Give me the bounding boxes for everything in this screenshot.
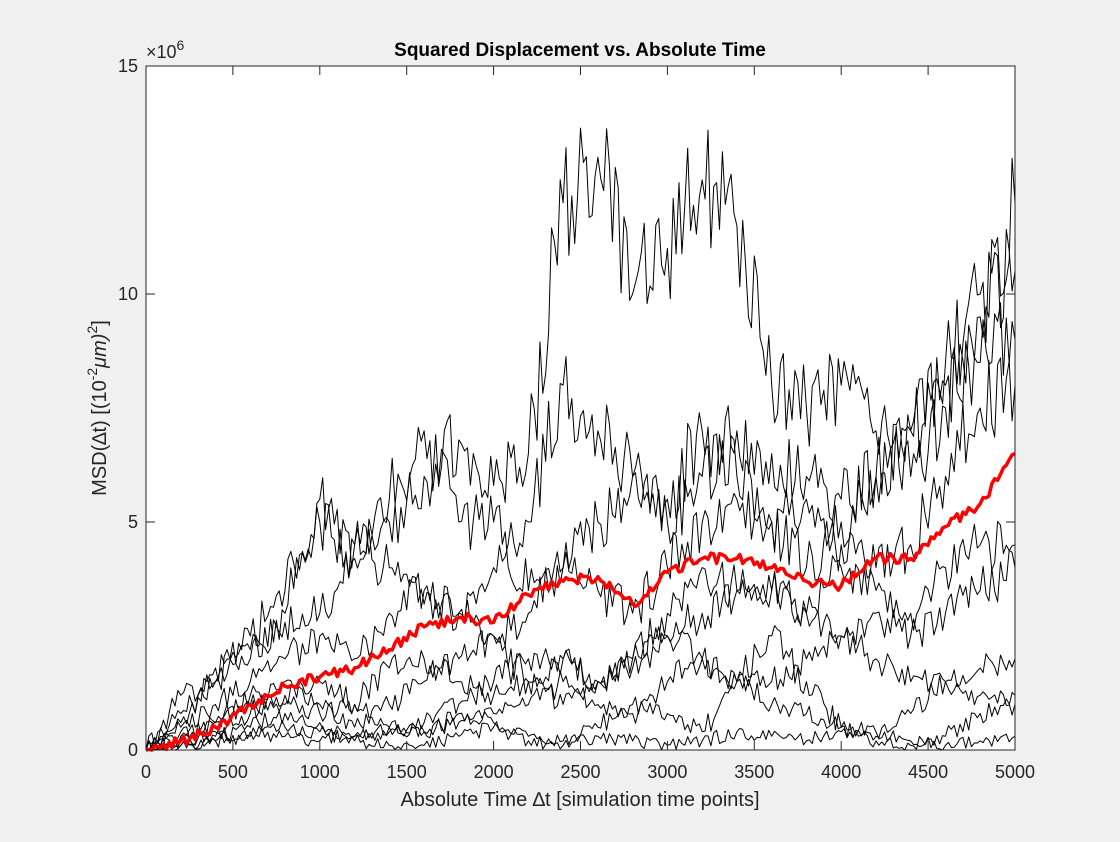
y-tick-label: 0 bbox=[128, 740, 138, 760]
y-tick-label: 15 bbox=[118, 56, 138, 76]
x-tick-label: 1000 bbox=[300, 762, 340, 782]
series-layer bbox=[145, 127, 1016, 752]
y-exponent-label: ×106 bbox=[146, 37, 185, 62]
chart-title: Squared Displacement vs. Absolute Time bbox=[394, 40, 766, 61]
y-exponent-base: ×10 bbox=[146, 42, 177, 62]
trajectory-line-4 bbox=[145, 357, 1016, 751]
x-tick-label: 500 bbox=[218, 762, 248, 782]
x-tick-label: 3500 bbox=[734, 762, 774, 782]
x-tick-label: 4500 bbox=[908, 762, 948, 782]
x-tick-label: 0 bbox=[141, 762, 151, 782]
y-exponent-power: 6 bbox=[177, 37, 185, 53]
x-tick-label: 3000 bbox=[647, 762, 687, 782]
x-axis-label: Absolute Time ∆t [simulation time points… bbox=[400, 789, 759, 811]
trajectory-line-3 bbox=[145, 302, 1016, 751]
y-axis-label-sup2: 2 bbox=[84, 326, 100, 334]
y-axis-label-pre: MSD(∆t) [(10 bbox=[89, 380, 111, 496]
y-axis-label-sup1: -2 bbox=[84, 368, 100, 381]
mean-msd-line bbox=[145, 451, 1016, 752]
x-tick-label: 4000 bbox=[821, 762, 861, 782]
x-tick-label: 1500 bbox=[387, 762, 427, 782]
trajectory-line-1 bbox=[145, 127, 1016, 751]
y-tick-label: 10 bbox=[118, 284, 138, 304]
trajectory-line-10 bbox=[146, 658, 1016, 751]
x-tick-label: 5000 bbox=[995, 762, 1035, 782]
ticks-layer: 0 500 1000 1500 2000 2500 3000 3500 4000 4500 5000… bbox=[118, 56, 1035, 782]
y-axis-label-mid: μm) bbox=[89, 334, 111, 369]
x-tick-label: 2000 bbox=[474, 762, 514, 782]
x-tick-label: 2500 bbox=[560, 762, 600, 782]
trajectory-line-7 bbox=[146, 626, 1016, 751]
plot-area bbox=[146, 66, 1015, 750]
trajectory-line-2 bbox=[145, 228, 1016, 751]
y-axis-label: MSD(∆t) [(10-2μm)2] bbox=[84, 320, 111, 496]
y-axis-label-post: ] bbox=[89, 320, 111, 326]
trajectory-line-9 bbox=[146, 698, 1016, 751]
y-tick-label: 5 bbox=[128, 512, 138, 532]
